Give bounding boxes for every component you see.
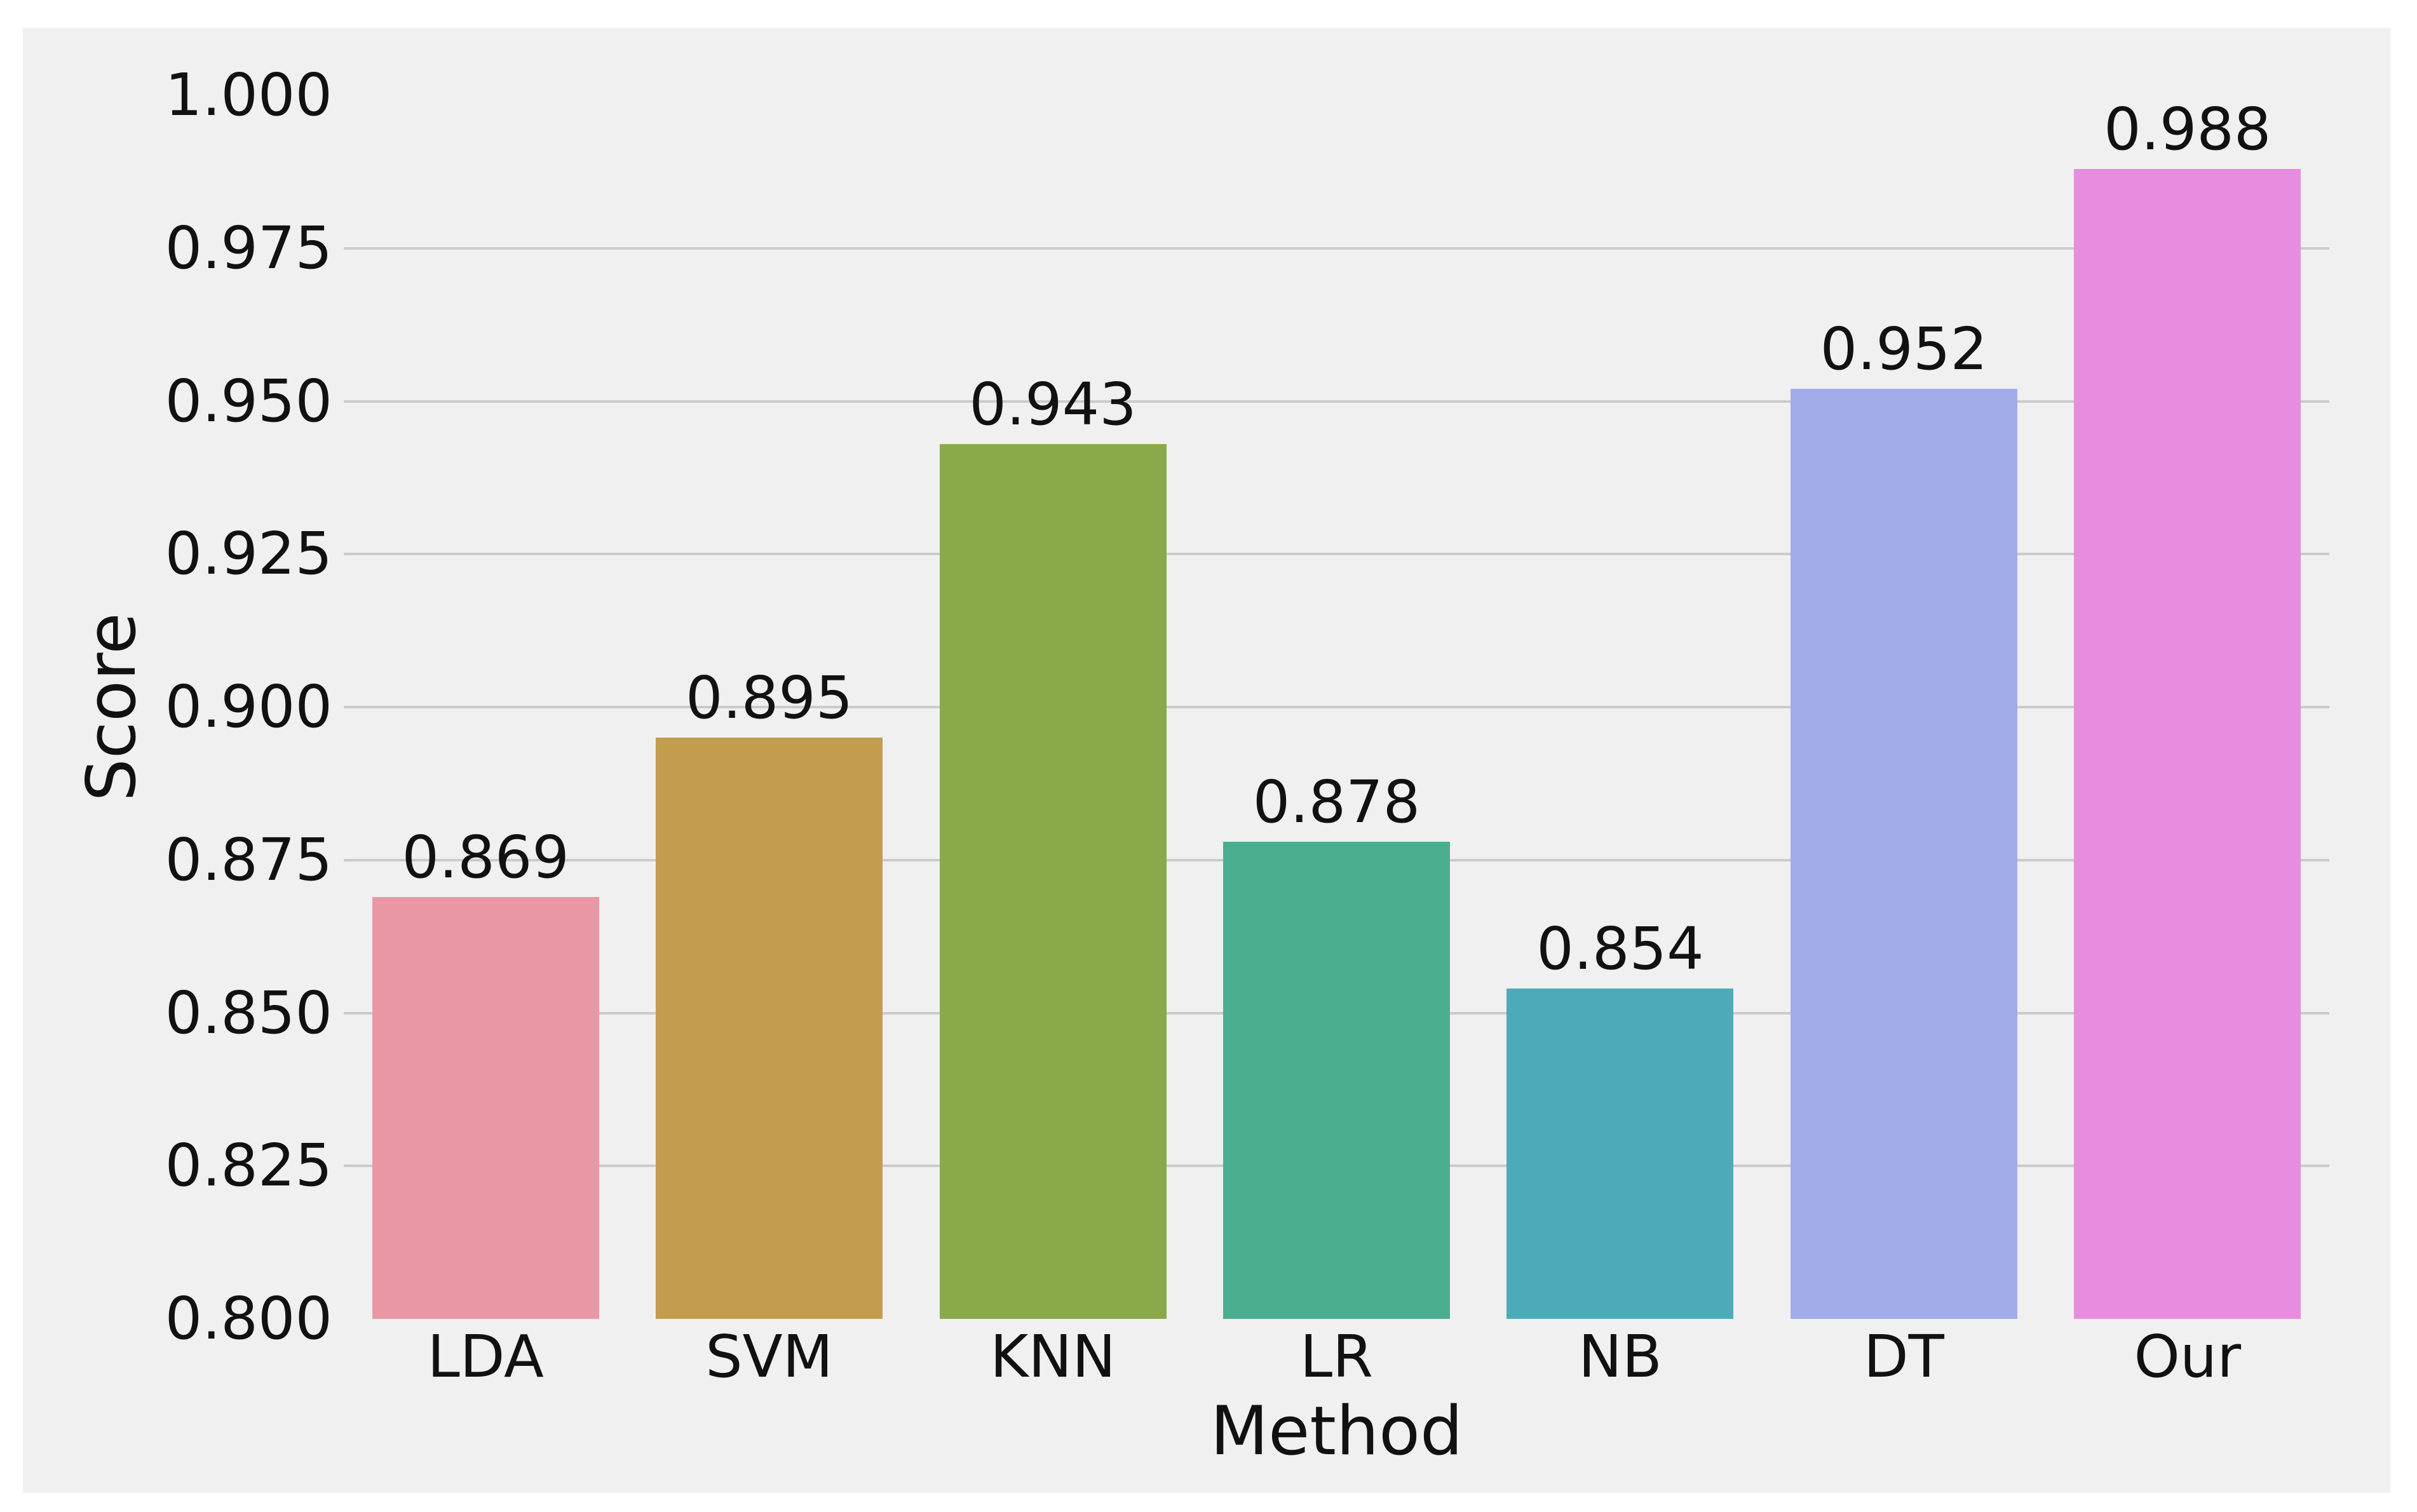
bar-DT (1790, 389, 2017, 1319)
bar-LR (1222, 841, 1451, 1319)
x-tick-label-KNN: KNN (990, 1323, 1116, 1391)
gridline-y-0.975 (344, 246, 2329, 250)
bar-value-label-Our: 0.988 (2104, 95, 2271, 163)
bar-Our (2074, 168, 2301, 1319)
x-tick-label-LDA: LDA (427, 1323, 544, 1391)
bar-value-label-LR: 0.878 (1252, 767, 1421, 836)
plot-area: Method 0.800 0.825 0.850 0.875 0.900 0.925 0.9… (165, 66, 2329, 1465)
y-tick-label: 1.000 (165, 61, 332, 129)
bar-KNN (939, 443, 1167, 1319)
bar-value-label-DT: 0.952 (1820, 315, 1988, 384)
bar-value-label-NB: 0.854 (1536, 914, 1704, 983)
y-tick-label: 0.800 (165, 1285, 332, 1353)
y-tick-label: 0.875 (165, 825, 332, 894)
bar-LDA (372, 896, 599, 1319)
x-tick-label-SVM: SVM (705, 1323, 833, 1391)
y-tick-label: 0.825 (165, 1131, 332, 1200)
bar-value-label-LDA: 0.869 (402, 823, 569, 891)
x-axis-label: Method (1210, 1392, 1463, 1470)
x-tick-label-DT: DT (1863, 1323, 1944, 1391)
bar-SVM (656, 738, 883, 1319)
y-tick-label: 0.850 (165, 978, 332, 1047)
chart-figure: Score Method 0.800 0.825 0.850 0.875 0.900 0.… (23, 28, 2390, 1493)
gridline-y-0.925 (344, 553, 2329, 556)
gridline-y-0.950 (344, 400, 2329, 403)
y-tick-label: 0.900 (165, 673, 332, 741)
x-tick-label-LR: LR (1299, 1323, 1374, 1391)
y-tick-label: 0.975 (165, 213, 332, 282)
bar-NB (1506, 988, 1734, 1319)
gridline-y-0.900 (344, 706, 2329, 708)
y-tick-label: 0.925 (165, 520, 332, 588)
x-tick-label-Our: Our (2134, 1323, 2242, 1391)
bar-value-label-SVM: 0.895 (685, 664, 853, 732)
y-tick-label: 0.950 (165, 367, 332, 435)
y-axis-label: Score (72, 612, 151, 802)
bar-value-label-KNN: 0.943 (969, 370, 1137, 438)
x-tick-label-NB: NB (1578, 1323, 1662, 1391)
